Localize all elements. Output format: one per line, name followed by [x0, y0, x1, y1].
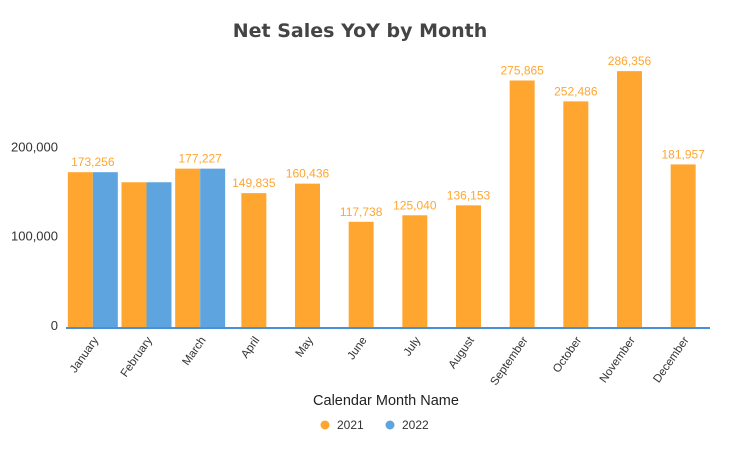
- x-tick-label-october: October: [551, 335, 584, 376]
- x-tick-label-july: July: [402, 335, 424, 359]
- bar-2022-january[interactable]: [92, 172, 118, 327]
- legend-label-2022[interactable]: 2022: [402, 418, 429, 432]
- bar-2021-november[interactable]: [617, 71, 642, 327]
- x-tick-label-june: June: [345, 335, 369, 362]
- bar-2021-july[interactable]: [402, 215, 428, 327]
- data-label-september: 275,865: [500, 64, 544, 78]
- y-tick-label: 200,000: [11, 139, 58, 154]
- data-labels: 173,256 177,227 149,835 160,436 117,738 125,0…: [71, 54, 705, 219]
- data-label-june: 117,738: [340, 205, 383, 219]
- bar-2022-march[interactable]: [200, 168, 226, 327]
- chart-title: Net Sales YoY by Month: [233, 20, 487, 42]
- x-tick-label-march: March: [180, 335, 208, 368]
- x-tick-label-april: April: [239, 335, 262, 361]
- bar-2021-may[interactable]: [295, 183, 320, 327]
- data-label-may: 160,436: [286, 167, 330, 181]
- x-tick-label-january: January: [68, 335, 101, 376]
- data-label-december: 181,957: [661, 147, 705, 161]
- bar-2021-august[interactable]: [456, 205, 481, 327]
- bar-2021-february[interactable]: [121, 182, 147, 327]
- data-label-april: 149,835: [232, 176, 276, 190]
- x-axis-title: Calendar Month Name: [313, 393, 459, 409]
- bar-2021-september[interactable]: [509, 80, 535, 327]
- data-label-october: 252,486: [554, 84, 598, 98]
- data-label-march: 177,227: [178, 152, 222, 166]
- x-tick-label-november: November: [598, 335, 638, 385]
- y-axis-ticks: 0 100,000 200,000: [11, 139, 58, 333]
- bar-2022-february[interactable]: [146, 182, 172, 327]
- x-tick-label-february: February: [119, 335, 155, 380]
- bar-2021-january[interactable]: [67, 172, 93, 327]
- data-label-november: 286,356: [608, 54, 652, 68]
- x-tick-label-may: May: [294, 335, 316, 360]
- data-label-january: 173,256: [71, 155, 115, 169]
- bar-2021-december[interactable]: [670, 164, 696, 327]
- legend-swatch-2021: [320, 420, 330, 430]
- y-tick-label: 0: [51, 318, 58, 333]
- y-tick-label: 100,000: [11, 229, 58, 244]
- bars: [67, 71, 696, 327]
- legend-swatch-2022: [385, 420, 395, 430]
- x-tick-label-december: December: [651, 335, 691, 385]
- legend-label-2021[interactable]: 2021: [337, 418, 364, 432]
- data-label-july: 125,040: [393, 198, 437, 212]
- x-tick-label-september: September: [489, 335, 531, 388]
- bar-2021-april[interactable]: [241, 193, 267, 327]
- bar-2021-march[interactable]: [175, 168, 201, 327]
- legend: 2021 2022: [320, 418, 429, 432]
- x-axis-ticks: January February March April May June July Augu…: [68, 334, 692, 388]
- data-label-august: 136,153: [447, 188, 491, 202]
- x-tick-label-august: August: [447, 334, 478, 371]
- bar-2021-june[interactable]: [348, 221, 374, 327]
- bar-2021-october[interactable]: [563, 101, 589, 327]
